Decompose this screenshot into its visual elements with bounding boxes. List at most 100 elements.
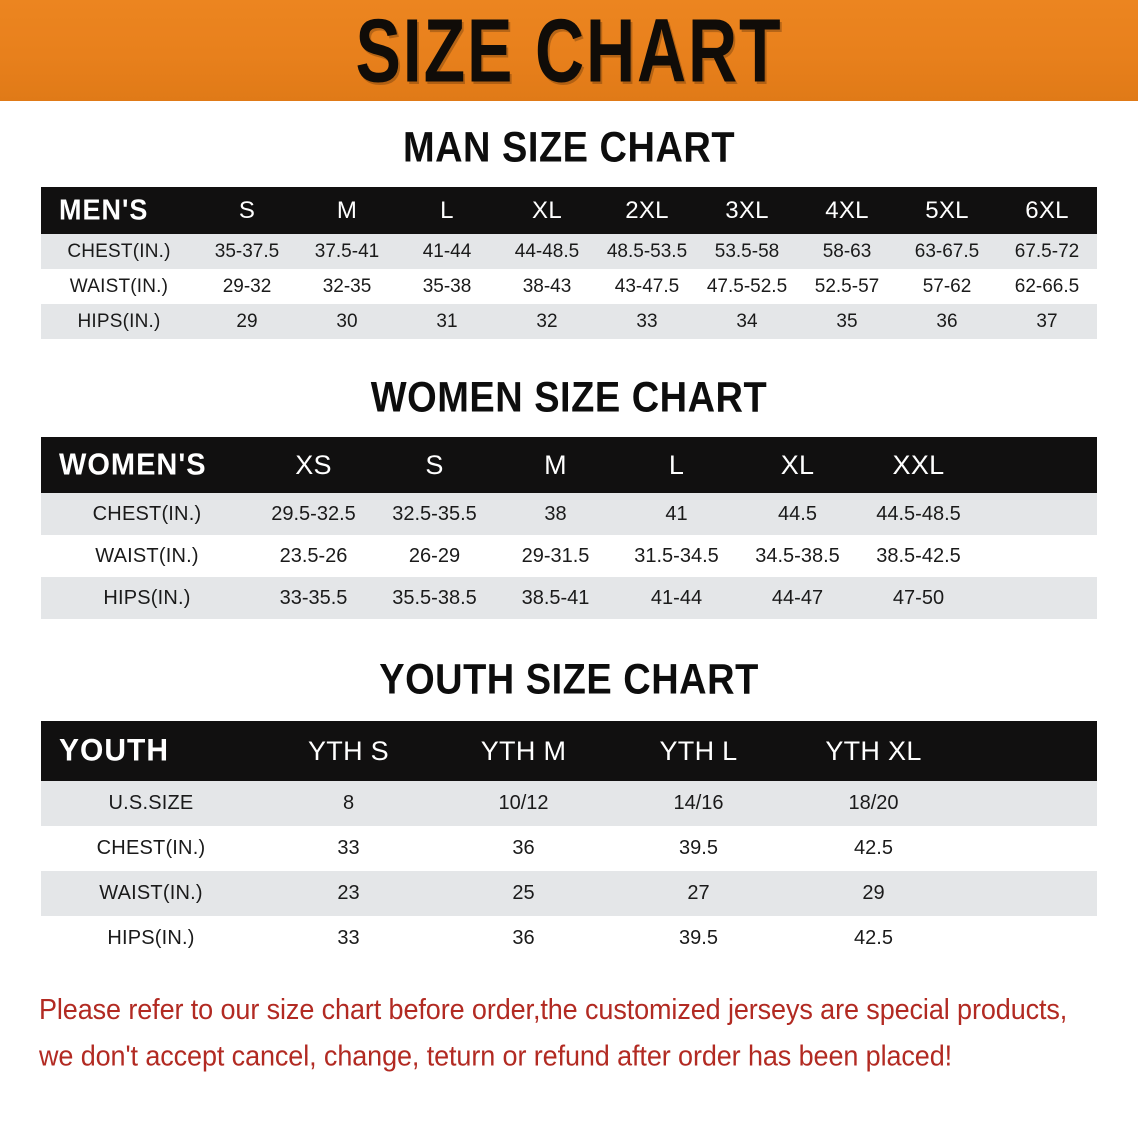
women-header-label: WOMEN'S xyxy=(59,447,207,482)
youth-column-header: YTH XL xyxy=(825,735,922,766)
women-header-spacer xyxy=(979,437,1097,493)
table-cell: 67.5-72 xyxy=(1014,240,1080,262)
table-cell: 47-50 xyxy=(892,586,945,609)
table-row: WAIST(IN.) 29-32 32-35 35-38 38-43 43-47… xyxy=(41,269,1097,304)
page-banner: SIZE CHART xyxy=(0,0,1138,101)
table-row: WAIST(IN.) 23 25 27 29 xyxy=(41,871,1097,916)
table-cell: 33 xyxy=(636,310,658,332)
disclaimer-text: Please refer to our size chart before or… xyxy=(39,987,1099,1080)
table-cell: 34.5-38.5 xyxy=(755,544,840,567)
table-cell: 23.5-26 xyxy=(279,544,348,567)
table-cell: 36 xyxy=(512,837,535,859)
youth-column-header: YTH M xyxy=(480,735,567,766)
row-label: CHEST(IN.) xyxy=(96,837,206,859)
table-cell: 41-44 xyxy=(650,586,703,609)
table-cell: 38.5-41 xyxy=(521,586,590,609)
table-cell: 38-43 xyxy=(522,275,572,297)
table-cell: 25 xyxy=(512,882,535,904)
table-cell: 31 xyxy=(436,310,458,332)
table-row: HIPS(IN.) 33 36 39.5 42.5 xyxy=(41,916,1097,961)
table-cell-spacer xyxy=(961,916,1097,961)
row-label: U.S.SIZE xyxy=(108,792,194,814)
table-cell: 42.5 xyxy=(854,927,893,949)
table-cell: 52.5-57 xyxy=(814,275,880,297)
row-label: CHEST(IN.) xyxy=(92,502,202,525)
table-cell: 47.5-52.5 xyxy=(706,275,788,297)
table-cell: 32 xyxy=(536,310,558,332)
women-column-header: L xyxy=(668,449,685,480)
man-column-header: 3XL xyxy=(725,196,769,224)
table-cell: 36 xyxy=(936,310,958,332)
table-cell: 10/12 xyxy=(498,792,549,814)
table-cell: 44.5-48.5 xyxy=(876,502,961,525)
table-cell: 33 xyxy=(337,927,360,949)
table-cell: 23 xyxy=(337,882,360,904)
youth-size-chart: YOUTH YTH S YTH M YTH L YTH XL U.S.SIZE … xyxy=(41,721,1097,961)
table-cell: 35 xyxy=(836,310,858,332)
table-cell-spacer xyxy=(979,493,1097,535)
disclaimer-line-2: we don't accept cancel, change, teturn o… xyxy=(39,1039,953,1072)
table-row: CHEST(IN.) 35-37.5 37.5-41 41-44 44-48.5… xyxy=(41,234,1097,269)
table-cell: 37 xyxy=(1036,310,1058,332)
table-cell: 39.5 xyxy=(679,927,718,949)
women-column-header: XS xyxy=(295,449,332,480)
youth-header-spacer xyxy=(961,721,1097,781)
table-cell: 36 xyxy=(512,927,535,949)
table-cell: 29 xyxy=(862,882,885,904)
table-cell: 29 xyxy=(236,310,258,332)
youth-header-label: YOUTH xyxy=(59,732,169,768)
table-cell: 35-37.5 xyxy=(214,240,280,262)
disclaimer-line-1: Please refer to our size chart before or… xyxy=(39,993,1068,1026)
man-size-chart: MEN'S S M L XL 2XL 3XL 4XL 5XL 6XL CHEST… xyxy=(41,187,1097,339)
table-cell: 32.5-35.5 xyxy=(392,502,477,525)
women-column-header: XL xyxy=(780,449,815,480)
man-section-title: MAN SIZE CHART xyxy=(402,124,736,172)
table-cell: 62-66.5 xyxy=(1014,275,1080,297)
youth-column-header: YTH S xyxy=(307,735,389,766)
row-label: HIPS(IN.) xyxy=(77,310,161,332)
table-cell: 37.5-41 xyxy=(314,240,380,262)
women-size-table: WOMEN'S XS S M L XL XXL CHEST(IN.) 29.5-… xyxy=(41,437,1097,619)
man-column-header: 2XL xyxy=(625,196,669,224)
row-label: HIPS(IN.) xyxy=(103,586,191,609)
women-table-header-row: WOMEN'S XS S M L XL XXL xyxy=(41,437,1097,493)
row-label: HIPS(IN.) xyxy=(107,927,195,949)
row-label: WAIST(IN.) xyxy=(69,275,169,297)
table-cell: 33-35.5 xyxy=(279,586,348,609)
youth-table-header-row: YOUTH YTH S YTH M YTH L YTH XL xyxy=(41,721,1097,781)
man-size-table: MEN'S S M L XL 2XL 3XL 4XL 5XL 6XL CHEST… xyxy=(41,187,1097,339)
man-table-header-row: MEN'S S M L XL 2XL 3XL 4XL 5XL 6XL xyxy=(41,187,1097,234)
table-cell-spacer xyxy=(961,871,1097,916)
man-column-header: M xyxy=(336,196,358,224)
man-column-header: XL xyxy=(532,196,562,224)
row-label: WAIST(IN.) xyxy=(95,544,199,567)
table-cell: 30 xyxy=(336,310,358,332)
table-cell: 31.5-34.5 xyxy=(634,544,719,567)
table-cell: 18/20 xyxy=(848,792,899,814)
table-cell: 44-48.5 xyxy=(514,240,580,262)
table-cell: 29-31.5 xyxy=(521,544,590,567)
table-cell: 44-47 xyxy=(771,586,824,609)
man-column-header: 4XL xyxy=(825,196,869,224)
women-column-header: M xyxy=(544,449,567,480)
table-cell-spacer xyxy=(979,535,1097,577)
table-cell: 57-62 xyxy=(922,275,972,297)
table-cell-spacer xyxy=(961,826,1097,871)
youth-size-table: YOUTH YTH S YTH M YTH L YTH XL U.S.SIZE … xyxy=(41,721,1097,961)
table-cell: 48.5-53.5 xyxy=(606,240,688,262)
table-cell: 44.5 xyxy=(778,502,817,525)
row-label: CHEST(IN.) xyxy=(67,240,171,262)
table-row: CHEST(IN.) 29.5-32.5 32.5-35.5 38 41 44.… xyxy=(41,493,1097,535)
table-cell: 14/16 xyxy=(673,792,724,814)
table-cell: 38 xyxy=(544,502,567,525)
table-cell: 41 xyxy=(665,502,688,525)
youth-section-title: YOUTH SIZE CHART xyxy=(379,656,759,704)
man-column-header: 6XL xyxy=(1025,196,1069,224)
man-column-header: 5XL xyxy=(925,196,969,224)
table-row: HIPS(IN.) 33-35.5 35.5-38.5 38.5-41 41-4… xyxy=(41,577,1097,619)
table-cell: 29.5-32.5 xyxy=(271,502,356,525)
table-row: WAIST(IN.) 23.5-26 26-29 29-31.5 31.5-34… xyxy=(41,535,1097,577)
table-cell: 34 xyxy=(736,310,758,332)
table-cell: 63-67.5 xyxy=(914,240,980,262)
table-cell: 43-47.5 xyxy=(614,275,680,297)
